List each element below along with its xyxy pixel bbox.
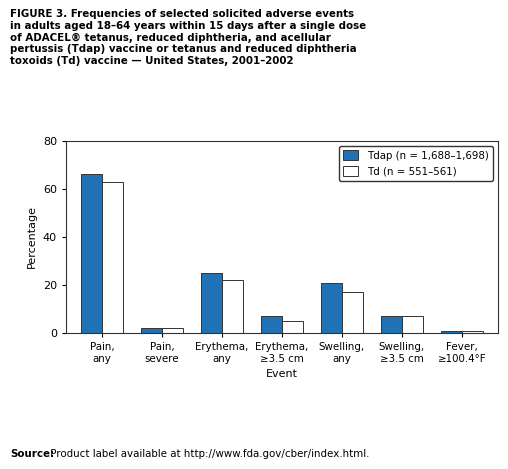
- Text: Source:: Source:: [10, 449, 54, 459]
- Bar: [102, 182, 123, 333]
- Bar: [381, 316, 402, 333]
- X-axis label: Event: Event: [266, 369, 298, 379]
- Bar: [201, 273, 222, 333]
- Y-axis label: Percentage: Percentage: [27, 205, 37, 268]
- Bar: [402, 316, 423, 333]
- Bar: [441, 331, 462, 333]
- Bar: [321, 282, 342, 333]
- Bar: [342, 292, 363, 333]
- Bar: [222, 280, 243, 333]
- Text: Product label available at http://www.fda.gov/cber/index.html.: Product label available at http://www.fd…: [47, 449, 369, 459]
- Text: FIGURE 3. Frequencies of selected solicited adverse events
in adults aged 18–64 : FIGURE 3. Frequencies of selected solici…: [10, 9, 366, 66]
- Bar: [282, 321, 303, 333]
- Bar: [141, 328, 162, 333]
- Bar: [261, 316, 282, 333]
- Bar: [162, 328, 183, 333]
- Bar: [462, 331, 483, 333]
- Bar: [81, 174, 102, 333]
- Legend: Tdap (n = 1,688–1,698), Td (n = 551–561): Tdap (n = 1,688–1,698), Td (n = 551–561): [339, 146, 493, 181]
